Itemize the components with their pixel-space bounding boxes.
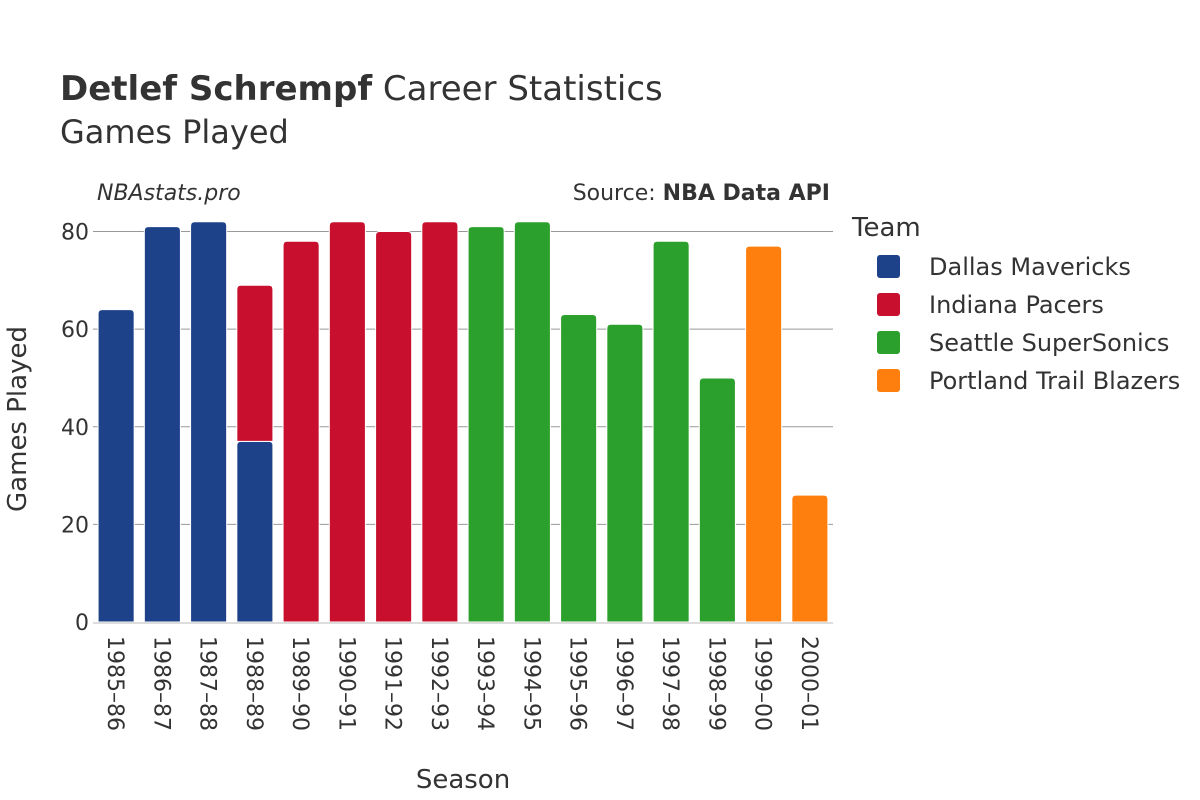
chart-subtitle: Games Played xyxy=(60,113,289,151)
x-tick-label: 1997–98 xyxy=(657,636,682,731)
x-tick-label: 1995–96 xyxy=(565,636,590,731)
bar-dallas-mavericks xyxy=(143,226,181,623)
x-tick-label: 1998–99 xyxy=(703,636,728,731)
watermark: NBAstats.pro xyxy=(97,181,241,206)
x-tick-label: 1994–95 xyxy=(518,636,543,731)
bar-dallas-mavericks xyxy=(97,309,135,623)
bars xyxy=(97,221,829,623)
chart-title-player: Detlef Schrempf xyxy=(60,69,373,109)
bar-seattle-supersonics xyxy=(467,226,505,623)
legend-label: Dallas Mavericks xyxy=(929,253,1131,281)
bar-dallas-mavericks xyxy=(236,440,274,623)
x-tick-label: 1985–86 xyxy=(102,636,127,731)
legend: Team Dallas Mavericks Indiana Pacers Seatt… xyxy=(851,213,1180,395)
y-axis-title: Games Played xyxy=(3,326,33,512)
x-tick-label: 1989–90 xyxy=(287,636,312,731)
legend-swatch xyxy=(877,331,900,354)
bar-seattle-supersonics xyxy=(652,240,690,623)
legend-swatch xyxy=(877,369,900,392)
x-tick-label: 1993–94 xyxy=(472,636,497,731)
legend-swatch xyxy=(877,293,900,316)
legend-label: Portland Trail Blazers xyxy=(929,367,1180,395)
chart-title: Detlef Schrempf Career Statistics xyxy=(60,69,663,109)
bar-indiana-pacers xyxy=(421,221,459,623)
bar-seattle-supersonics xyxy=(513,221,551,623)
x-tick-label: 1987–88 xyxy=(195,636,220,731)
x-tick-labels: 1985–86 1986–87 1987–88 1988–89 1989–90 1990–… xyxy=(102,636,821,731)
source-name: NBA Data API xyxy=(663,181,830,206)
x-tick-label: 1999–00 xyxy=(750,636,775,731)
chart-title-rest: Career Statistics xyxy=(372,69,663,109)
y-tick-label: 20 xyxy=(61,513,89,538)
bar-seattle-supersonics xyxy=(606,323,644,623)
bar-portland-trail-blazers xyxy=(791,494,829,623)
legend-label: Indiana Pacers xyxy=(929,291,1104,319)
x-tick-label: 1986–87 xyxy=(148,636,173,731)
bar-indiana-pacers xyxy=(328,221,366,623)
y-tick-label: 60 xyxy=(61,318,89,343)
x-axis-title: Season xyxy=(416,765,510,795)
bar-seattle-supersonics xyxy=(698,377,736,623)
y-tick-label: 0 xyxy=(75,611,89,636)
y-tick-label: 80 xyxy=(61,221,89,246)
x-tick-label: 1991–92 xyxy=(380,636,405,731)
x-tick-label: 2000–01 xyxy=(796,636,821,731)
legend-swatch xyxy=(877,255,900,278)
x-tick-label: 1992–93 xyxy=(426,636,451,731)
bar-seattle-supersonics xyxy=(560,314,598,623)
source-label: Source: NBA Data API xyxy=(573,181,830,206)
y-tick-label: 40 xyxy=(61,416,89,441)
bar-indiana-pacers xyxy=(375,231,413,623)
x-tick-label: 1990–91 xyxy=(333,636,358,731)
x-tick-label: 1996–97 xyxy=(611,636,636,731)
bar-portland-trail-blazers xyxy=(745,245,783,623)
legend-label: Seattle SuperSonics xyxy=(929,329,1169,357)
legend-title: Team xyxy=(851,213,921,243)
x-tick-label: 1988–89 xyxy=(241,636,266,731)
bar-dallas-mavericks xyxy=(190,221,228,623)
source-prefix: Source: xyxy=(573,181,663,206)
bar-indiana-pacers xyxy=(236,284,274,442)
bar-indiana-pacers xyxy=(282,240,320,623)
y-tick-labels: 0 20 40 60 80 xyxy=(61,221,89,636)
